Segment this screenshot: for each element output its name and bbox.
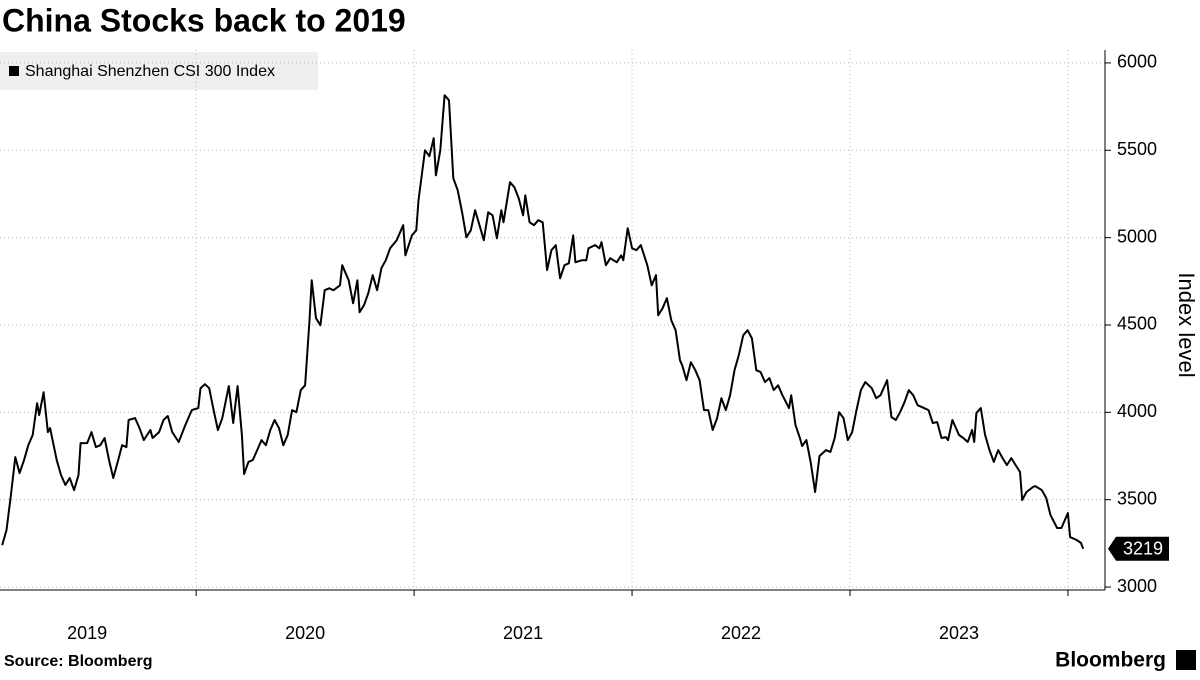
- legend-box: [0, 52, 318, 90]
- legend-label: Shanghai Shenzhen CSI 300 Index: [25, 63, 275, 80]
- y-tick-label: 4000: [1117, 401, 1157, 421]
- y-tick-label: 6000: [1117, 52, 1157, 72]
- last-value-label: 3219: [1123, 539, 1163, 559]
- legend-swatch: [9, 66, 19, 76]
- y-tick-label: 4500: [1117, 314, 1157, 334]
- x-tick-label: 2020: [285, 623, 325, 643]
- y-tick-label: 5000: [1117, 226, 1157, 246]
- last-value-tag: [1108, 536, 1169, 561]
- y-axis-label: Index level: [1174, 272, 1199, 377]
- y-tick-label: 5500: [1117, 139, 1157, 159]
- source: Source: Bloomberg: [4, 653, 152, 670]
- x-tick-label: 2021: [503, 623, 543, 643]
- line-series: [1, 94, 1085, 550]
- x-tick-label: 2022: [721, 623, 761, 643]
- x-tick-label: 2023: [939, 623, 979, 643]
- brand: Bloomberg: [1055, 649, 1166, 672]
- x-tick-label: 2019: [67, 623, 107, 643]
- y-tick-label: 3500: [1117, 488, 1157, 508]
- chart-title: China Stocks back to 2019: [2, 2, 406, 38]
- y-tick-label: 3000: [1117, 576, 1157, 596]
- brand-icon: [1176, 650, 1196, 670]
